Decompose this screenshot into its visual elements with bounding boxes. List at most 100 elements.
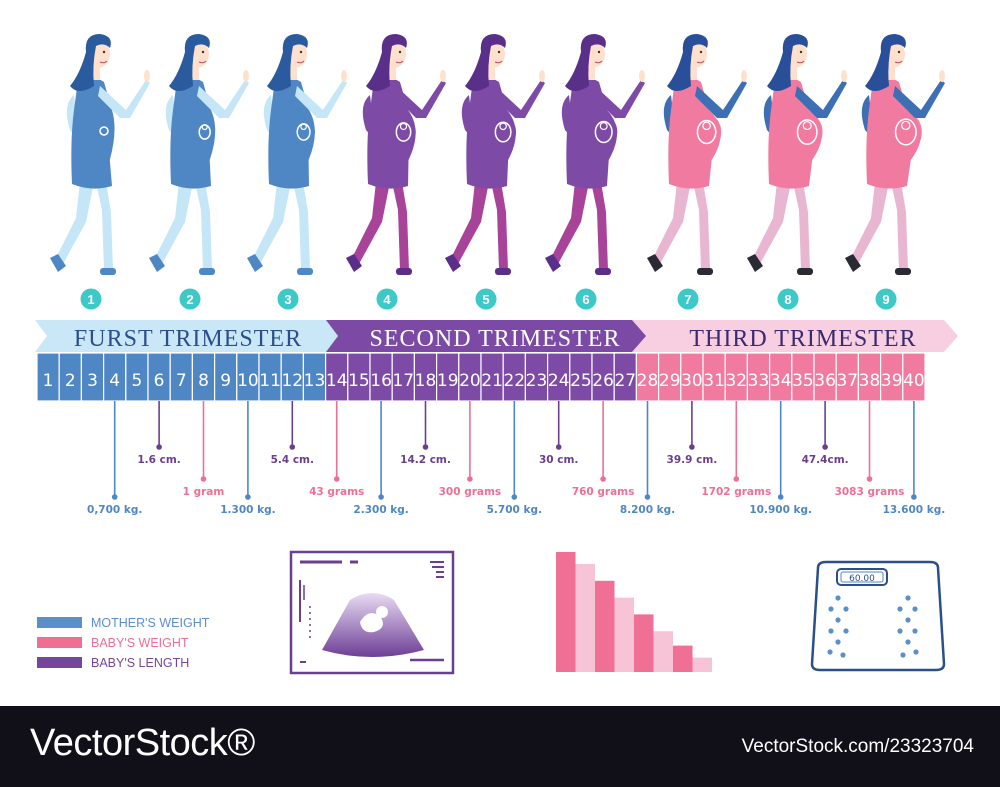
scale-dots: [827, 595, 919, 658]
month-badge: [475, 288, 497, 310]
week-number: 14: [326, 371, 348, 391]
scale-dot: [828, 628, 834, 634]
scale-dot: [912, 628, 918, 634]
scale-icon: 60.00: [810, 560, 946, 672]
marker-label: 1 gram: [183, 486, 225, 498]
week-number: 33: [748, 371, 770, 391]
legend-label-length: BABY'S LENGTH: [91, 656, 189, 670]
week-number: 35: [792, 371, 814, 391]
marker-label: 14.2 cm.: [400, 454, 451, 466]
legend: MOTHER'S WEIGHT BABY'S WEIGHT BABY'S LENGT…: [37, 616, 210, 670]
bar-chart-bar: [595, 580, 615, 672]
week-number: 2: [65, 371, 76, 391]
woman-figure-month-7: [647, 34, 747, 275]
trimester-arrow-first: [35, 320, 340, 352]
week-number: 4: [109, 371, 120, 391]
week-number: 21: [481, 371, 503, 391]
month-badges: 1 2 3 4 5 6 7 8 9: [80, 288, 897, 310]
ultrasound-icon: [289, 550, 455, 675]
marker-dot: [689, 444, 695, 450]
trimester-label-second: SECOND TRIMESTER: [370, 326, 621, 352]
marker-label: 300 grams: [439, 486, 502, 498]
week-number: 3: [87, 371, 98, 391]
marker-label: 5.700 kg.: [487, 504, 542, 516]
week-number: 30: [681, 371, 703, 391]
week-number: 19: [437, 371, 459, 391]
marker-dot: [467, 476, 473, 482]
week-number: 5: [131, 371, 142, 391]
scale-dot: [843, 606, 849, 612]
week-number: 10: [237, 371, 259, 391]
scale-dot: [900, 652, 906, 658]
marker-dot: [822, 444, 828, 450]
bar-chart-bar: [575, 564, 595, 672]
marker-label: 1702 grams: [701, 486, 771, 498]
bar-chart-bar: [614, 597, 634, 672]
measurement-markers: 0,700 kg. 1.6 cm. 1 gram 1.300 kg. 5.4 cm. 43…: [87, 401, 945, 516]
month-badge-number: 8: [784, 292, 791, 307]
month-badge-number: 5: [482, 292, 489, 307]
marker-label: 43 grams: [309, 486, 364, 498]
month-badge: [575, 288, 597, 310]
scale-dot: [840, 652, 846, 658]
trimester-label-first: FURST TRIMESTER: [74, 326, 302, 352]
marker-dot: [733, 476, 740, 482]
woman-figure-month-8: [747, 34, 847, 275]
month-badge: [376, 288, 398, 310]
marker-label: 1.300 kg.: [220, 504, 275, 516]
scale-dot: [897, 606, 903, 612]
marker-dot: [245, 494, 251, 500]
marker-label: 13.600 kg.: [883, 504, 946, 516]
scale-dot: [835, 639, 841, 645]
month-badge-number: 6: [582, 292, 589, 307]
month-badge: [80, 288, 102, 310]
bar-chart-icon: [556, 552, 712, 672]
trimester-arrow-second: [326, 320, 648, 352]
week-number: 11: [259, 371, 281, 391]
month-badge-number: 3: [284, 292, 291, 307]
woman-figure-month-1: [50, 34, 150, 275]
week-number: 36: [814, 371, 836, 391]
bar-chart-bar: [556, 552, 576, 672]
bar-chart-bar: [653, 631, 673, 672]
week-number: 32: [725, 371, 747, 391]
week-number: 24: [548, 371, 570, 391]
legend-label-mother: MOTHER'S WEIGHT: [91, 616, 210, 630]
marker-label: 760 grams: [572, 486, 635, 498]
week-number: 16: [370, 371, 392, 391]
week-number: 34: [770, 371, 792, 391]
legend-swatch-length: [37, 657, 82, 668]
trimester-label-third: THIRD TRIMESTER: [689, 326, 916, 352]
week-number: 25: [570, 371, 592, 391]
scale-dot: [905, 639, 911, 645]
week-number: 39: [881, 371, 903, 391]
week-number: 22: [503, 371, 525, 391]
month-badge-number: 4: [383, 292, 391, 307]
week-number: 26: [592, 371, 614, 391]
scale-dot: [897, 628, 903, 634]
scale-display: 60.00: [849, 574, 875, 584]
month-badge-number: 1: [87, 292, 94, 307]
week-number: 31: [703, 371, 725, 391]
woman-figure-month-4: [346, 34, 446, 275]
marker-label: 3083 grams: [835, 486, 905, 498]
week-number: 37: [836, 371, 858, 391]
marker-dot: [289, 444, 296, 450]
scale-dot: [828, 606, 834, 612]
legend-swatch-baby: [37, 637, 82, 648]
marker-dot: [378, 494, 384, 500]
week-number: 23: [526, 371, 548, 391]
footer-brand: VectorStock®: [30, 722, 255, 764]
marker-label: 8.200 kg.: [620, 504, 675, 516]
marker-dot: [156, 444, 162, 450]
scale-dot: [905, 595, 911, 601]
week-number: 28: [637, 371, 659, 391]
marker-dot: [555, 444, 562, 450]
month-badge: [777, 288, 799, 310]
week-number: 6: [154, 371, 165, 391]
week-number: 13: [304, 371, 326, 391]
week-number: 40: [903, 371, 925, 391]
week-number: 9: [220, 371, 231, 391]
